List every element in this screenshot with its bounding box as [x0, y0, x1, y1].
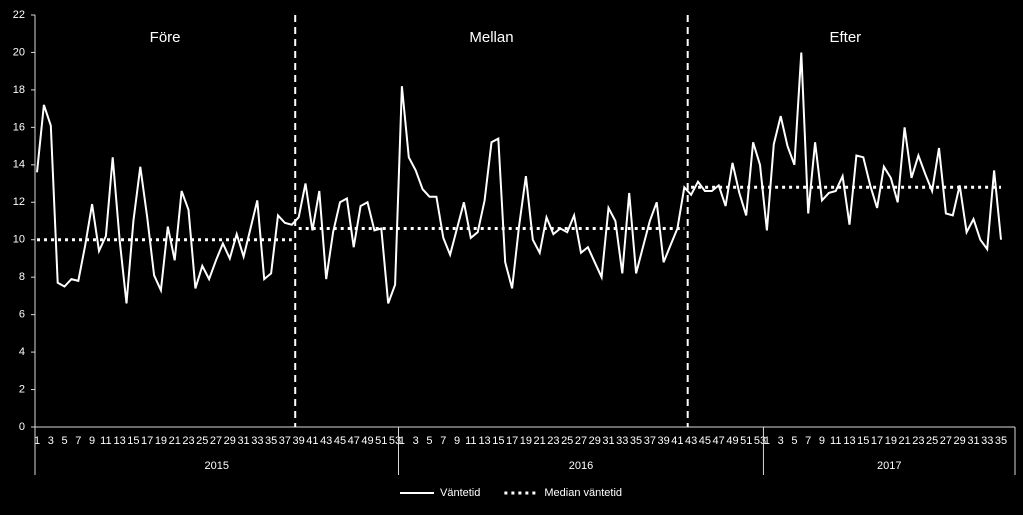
- legend-label: Median väntetid: [544, 487, 622, 499]
- x-tick-label: 35: [630, 435, 642, 447]
- x-tick-label: 19: [885, 435, 897, 447]
- x-tick-label: 41: [671, 435, 683, 447]
- x-tick-label: 23: [547, 435, 559, 447]
- x-tick-label: 33: [251, 435, 263, 447]
- x-tick-label: 1: [764, 435, 770, 447]
- x-tick-label: 15: [127, 435, 139, 447]
- x-tick-label: 37: [644, 435, 656, 447]
- group-label: 2015: [205, 460, 229, 472]
- x-tick-label: 39: [657, 435, 669, 447]
- x-tick-label: 13: [114, 435, 126, 447]
- legend-label: Väntetid: [440, 487, 480, 499]
- x-tick-label: 29: [224, 435, 236, 447]
- x-tick-label: 25: [561, 435, 573, 447]
- x-tick-label: 25: [926, 435, 938, 447]
- x-tick-label: 27: [940, 435, 952, 447]
- series-line: [37, 185, 1001, 242]
- x-tick-label: 17: [871, 435, 883, 447]
- x-tick-label: 51: [375, 435, 387, 447]
- x-tick-label: 49: [361, 435, 373, 447]
- x-tick-label: 1: [34, 435, 40, 447]
- x-tick-label: 31: [602, 435, 614, 447]
- x-tick-label: 23: [182, 435, 194, 447]
- group-label: 2017: [877, 460, 901, 472]
- x-tick-label: 25: [196, 435, 208, 447]
- x-tick-label: 23: [912, 435, 924, 447]
- y-tick-label: 2: [19, 383, 25, 395]
- x-tick-label: 5: [61, 435, 67, 447]
- y-tick-label: 10: [13, 234, 25, 246]
- x-tick-label: 15: [492, 435, 504, 447]
- y-tick-label: 8: [19, 271, 25, 283]
- y-tick-label: 22: [13, 9, 25, 21]
- x-tick-label: 31: [237, 435, 249, 447]
- phase-label: Efter: [830, 29, 862, 46]
- x-tick-label: 43: [320, 435, 332, 447]
- x-tick-label: 27: [210, 435, 222, 447]
- y-tick-label: 14: [13, 159, 25, 171]
- x-tick-label: 21: [898, 435, 910, 447]
- x-tick-label: 21: [169, 435, 181, 447]
- y-tick-label: 20: [13, 46, 25, 58]
- x-tick-label: 17: [506, 435, 518, 447]
- x-tick-label: 9: [819, 435, 825, 447]
- x-tick-label: 5: [791, 435, 797, 447]
- x-tick-label: 33: [616, 435, 628, 447]
- x-tick-label: 49: [726, 435, 738, 447]
- y-tick-label: 18: [13, 84, 25, 96]
- y-tick-label: 4: [19, 346, 25, 358]
- x-tick-label: 45: [699, 435, 711, 447]
- x-tick-label: 7: [440, 435, 446, 447]
- y-tick-label: 12: [13, 196, 25, 208]
- x-tick-label: 13: [478, 435, 490, 447]
- x-tick-label: 47: [713, 435, 725, 447]
- x-tick-label: 41: [306, 435, 318, 447]
- y-tick-label: 6: [19, 309, 25, 321]
- x-tick-label: 29: [954, 435, 966, 447]
- x-tick-label: 7: [75, 435, 81, 447]
- y-tick-label: 0: [19, 421, 25, 433]
- x-tick-label: 5: [426, 435, 432, 447]
- x-tick-label: 9: [454, 435, 460, 447]
- x-tick-label: 33: [981, 435, 993, 447]
- x-tick-label: 7: [805, 435, 811, 447]
- x-tick-label: 35: [995, 435, 1007, 447]
- x-tick-label: 3: [778, 435, 784, 447]
- x-tick-label: 11: [465, 435, 476, 447]
- x-tick-label: 29: [589, 435, 601, 447]
- x-tick-label: 21: [534, 435, 546, 447]
- x-tick-label: 11: [830, 435, 841, 447]
- x-tick-label: 1: [399, 435, 405, 447]
- x-tick-label: 39: [293, 435, 305, 447]
- x-tick-label: 3: [48, 435, 54, 447]
- x-tick-label: 47: [348, 435, 360, 447]
- phase-label: Före: [150, 29, 181, 46]
- x-tick-label: 31: [967, 435, 979, 447]
- x-tick-label: 37: [279, 435, 291, 447]
- x-tick-label: 9: [89, 435, 95, 447]
- y-tick-label: 16: [13, 121, 25, 133]
- x-tick-label: 13: [843, 435, 855, 447]
- x-tick-label: 27: [575, 435, 587, 447]
- x-tick-label: 43: [685, 435, 697, 447]
- x-tick-label: 51: [740, 435, 752, 447]
- x-tick-label: 17: [141, 435, 153, 447]
- x-tick-label: 45: [334, 435, 346, 447]
- x-tick-label: 15: [857, 435, 869, 447]
- group-label: 2016: [569, 460, 593, 472]
- x-tick-label: 19: [520, 435, 532, 447]
- x-tick-label: 11: [100, 435, 111, 447]
- series-line: [36, 52, 1002, 304]
- x-tick-label: 19: [155, 435, 167, 447]
- x-tick-label: 3: [413, 435, 419, 447]
- x-tick-label: 35: [265, 435, 277, 447]
- phase-label: Mellan: [469, 29, 513, 46]
